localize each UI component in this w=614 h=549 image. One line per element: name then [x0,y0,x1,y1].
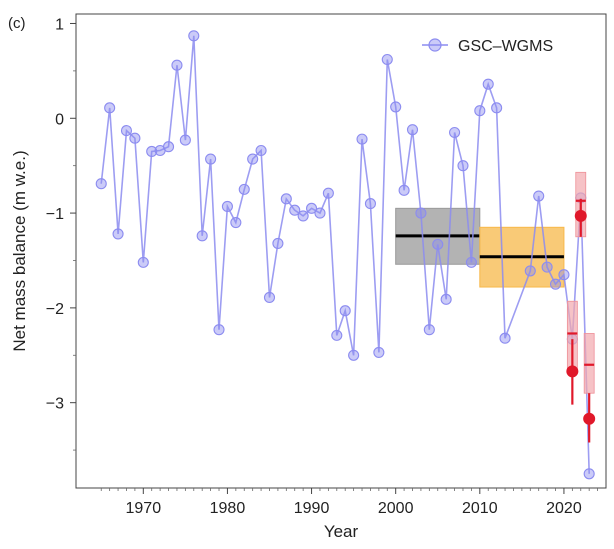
data-point [221,200,233,212]
data-point [289,204,301,216]
estimate-point [574,209,587,222]
data-point [331,329,343,341]
panel-label: (c) [8,15,26,32]
data-point [364,198,376,210]
y-tick-label: 0 [55,111,64,128]
data-point [348,349,360,361]
legend-label: GSC–WGMS [458,38,553,55]
data-point [406,124,419,136]
data-point [390,101,402,113]
period-boxes [395,207,565,288]
data-point [306,202,318,214]
x-tick-label: 2010 [462,500,498,517]
data-point [533,190,545,202]
data-point [457,160,469,172]
data-point [373,346,385,358]
x-tick-label: 1980 [210,500,246,517]
data-point [549,278,562,290]
data-point [524,265,536,277]
legend: GSC–WGMS [422,38,553,55]
data-point [322,187,334,199]
plot-frame [75,13,607,489]
estimate-point [566,365,579,378]
data-point [499,332,511,344]
y-tick-label: −1 [46,206,64,223]
data-point [263,291,276,304]
x-axis-label: Year [324,522,359,541]
y-axis-label: Net mass balance (m w.e.) [10,150,29,351]
x-tick-label: 1970 [126,500,162,517]
data-point [440,293,452,305]
uncertainty-box [583,333,595,394]
data-point [238,183,250,195]
data-point [449,126,461,139]
y-tick-label: −2 [46,301,64,318]
data-point [230,217,242,229]
data-point [179,134,191,146]
data-point [381,53,393,66]
data-point [112,228,124,240]
data-point [398,184,410,196]
red-estimates [566,171,596,443]
y-tick-label: 1 [55,16,64,33]
data-point [188,30,200,42]
data-point [583,468,595,480]
data-point [280,193,292,205]
data-point [356,133,368,145]
data-point [95,178,107,190]
data-point [474,105,486,117]
x-tick-label: 1990 [294,500,330,517]
data-point [482,78,494,90]
data-point [491,102,503,114]
x-tick-label: 2000 [378,500,414,517]
axes: 1970 1980 1990 2000 2010 2020 1 0 −1 −2 −3 [46,16,598,517]
data-point [339,305,351,317]
data-point [162,141,175,153]
data-point [432,238,444,250]
series-line [100,35,590,474]
data-point [558,269,570,281]
data-point [196,230,208,242]
data-point [297,210,309,222]
data-point [255,144,267,157]
data-point [171,59,183,71]
y-tick-label: −3 [46,396,64,413]
data-point [129,132,141,144]
data-point [465,256,477,268]
data-point [146,145,158,158]
data-point [104,102,116,114]
data-point [415,207,427,219]
data-point [205,153,217,165]
data-point [120,125,133,137]
data-point [272,237,284,249]
x-tick-label: 2020 [546,500,582,517]
estimate-point [583,412,596,425]
legend-marker [428,38,442,52]
data-point [423,324,435,336]
data-point [213,324,225,336]
data-point [247,153,259,165]
data-point [137,256,149,268]
data-point [314,207,326,219]
data-point [541,261,553,273]
